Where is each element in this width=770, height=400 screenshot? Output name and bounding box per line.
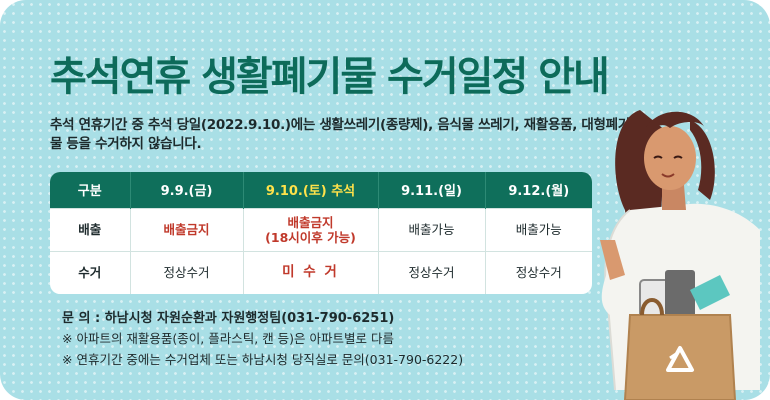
collection-day-4: 정상수거: [484, 250, 592, 294]
table-header-row: 구분 9.9.(금) 9.10.(토) 추석 9.11.(일) 9.12.(월): [50, 172, 592, 208]
notice-description: 추석 연휴기간 중 추석 당일(2022.9.10.)에는 생활쓰레기(종량제)…: [50, 117, 630, 152]
collection-day-3: 정상수거: [377, 250, 485, 294]
woman-recycling-illustration: [600, 110, 760, 400]
note-holiday-inquiry: ※ 연휴기간 중에는 수거업체 또는 하남시청 당직실로 문의(031-790-…: [62, 352, 464, 367]
collection-day-1: 정상수거: [129, 250, 243, 294]
header-day-3: 9.11.(일): [377, 172, 485, 208]
header-day-1: 9.9.(금): [129, 172, 243, 208]
header-day-4: 9.12.(월): [484, 172, 592, 208]
header-day-2-chuseok: 9.10.(토) 추석: [242, 172, 378, 208]
row-label-collection: 수거: [50, 250, 130, 294]
disposal-day-2: 배출금지 (18시이후 가능): [242, 207, 378, 251]
row-label-disposal: 배출: [50, 207, 130, 251]
note-apartment: ※ 아파트의 재활용품(종이, 플라스틱, 캔 등)은 아파트별로 다름: [62, 331, 394, 346]
recycle-icon: [666, 346, 694, 372]
table-row-disposal: 배출 배출금지 배출금지 (18시이후 가능) 배출가능 배출가능: [50, 207, 592, 251]
disposal-day-3: 배출가능: [377, 207, 485, 251]
schedule-table: 구분 9.9.(금) 9.10.(토) 추석 9.11.(일) 9.12.(월)…: [50, 172, 592, 294]
contact-info: 문 의 : 하남시청 자원순환과 자원행정팀(031-790-6251): [62, 311, 395, 326]
disposal-day-1: 배출금지: [129, 207, 243, 251]
table-row-collection: 수거 정상수거 미 수 거 정상수거 정상수거: [50, 250, 592, 294]
collection-day-2: 미 수 거: [242, 250, 378, 294]
header-category: 구분: [50, 172, 130, 208]
page-title: 추석연휴 생활폐기물 수거일정 안내: [50, 54, 610, 100]
disposal-day-4: 배출가능: [484, 207, 592, 251]
